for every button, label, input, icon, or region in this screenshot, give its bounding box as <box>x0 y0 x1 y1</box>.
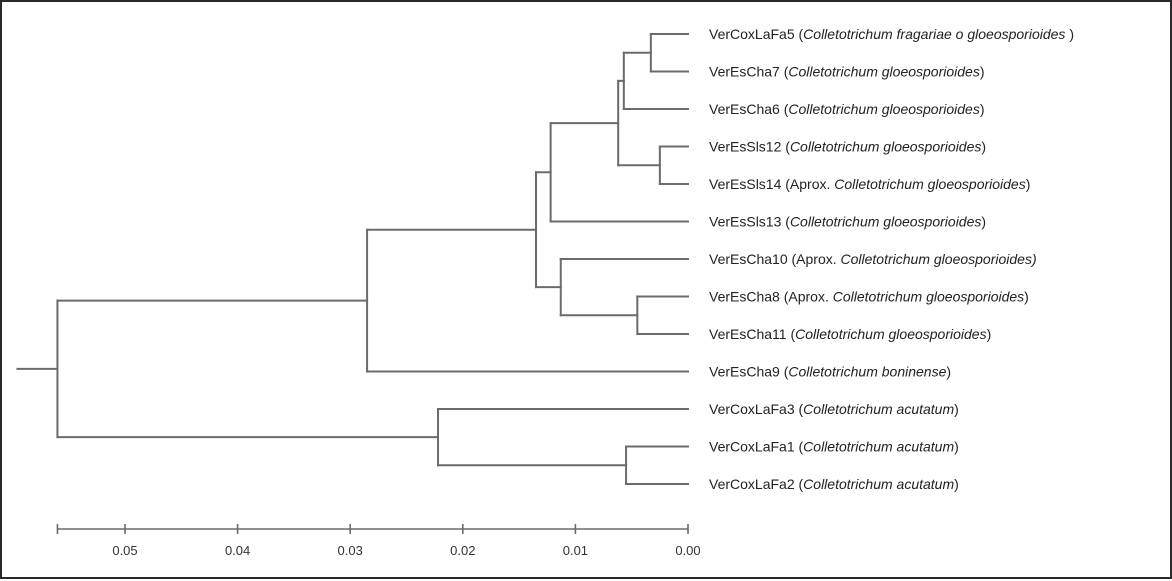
leaf-prefix: ( <box>780 64 789 80</box>
leaf-label: VerEsCha9 (Colletotrichum boninense) <box>709 364 951 380</box>
leaf-prefix: (Aprox. <box>780 289 833 305</box>
leaf-label: VerEsCha6 (Colletotrichum gloeosporioide… <box>709 101 985 117</box>
leaf-label: VerEsCha7 (Colletotrichum gloeosporioide… <box>709 64 985 80</box>
leaf-taxon: Colletotrichum gloeosporioides <box>790 214 981 230</box>
axis-tick-label: 0.03 <box>338 543 363 558</box>
leaf-taxon: Colletotrichum gloeosporioides) <box>841 251 1037 267</box>
leaf-prefix: ( <box>795 439 804 455</box>
leaf-taxon: Colletotrichum gloeosporioides <box>790 139 981 155</box>
leaf-suffix: ) <box>980 64 985 80</box>
leaf-id: VerEsSls13 <box>709 214 782 230</box>
leaf-prefix: ( <box>780 364 789 380</box>
leaf-label: VerCoxLaFa3 (Colletotrichum acutatum) <box>709 401 959 417</box>
leaf-label: VerEsSls12 (Colletotrichum gloeosporioid… <box>709 139 986 155</box>
leaf-taxon: Colletotrichum acutatum <box>803 401 954 417</box>
leaf-suffix: ) <box>981 214 986 230</box>
leaf-label: VerCoxLaFa1 (Colletotrichum acutatum) <box>709 439 959 455</box>
axis-tick-label: 0.05 <box>112 543 137 558</box>
leaf-prefix: ( <box>787 326 796 342</box>
leaf-id: VerEsCha10 <box>709 251 788 267</box>
leaf-taxon: Colletotrichum gloeosporioides <box>788 64 979 80</box>
leaf-taxon: Colletotrichum gloeosporioides <box>833 289 1024 305</box>
leaf-prefix: (Aprox. <box>788 251 841 267</box>
leaf-suffix: ) <box>954 401 959 417</box>
leaf-id: VerEsSls12 <box>709 139 782 155</box>
leaf-id: VerCoxLaFa1 <box>709 439 795 455</box>
leaf-taxon: Colletotrichum gloeosporioides <box>834 176 1025 192</box>
leaf-suffix: ) <box>981 139 986 155</box>
leaf-prefix: ( <box>781 139 790 155</box>
leaf-id: VerCoxLaFa5 <box>709 26 795 42</box>
leaf-prefix: ( <box>795 26 804 42</box>
leaf-suffix: ) <box>980 101 985 117</box>
leaf-id: VerEsCha8 <box>709 289 780 305</box>
leaf-id: VerEsSls14 <box>709 176 782 192</box>
leaf-label: VerEsSls14 (Aprox. Colletotrichum gloeos… <box>709 176 1030 192</box>
leaf-taxon: Colletotrichum gloeosporioides <box>795 326 986 342</box>
leaf-id: VerCoxLaFa2 <box>709 476 795 492</box>
leaf-taxon: Colletotrichum acutatum <box>803 476 954 492</box>
leaf-suffix: ) <box>987 326 992 342</box>
leaf-suffix: ) <box>1026 176 1031 192</box>
axis-tick-label: 0.02 <box>450 543 475 558</box>
leaf-id: VerCoxLaFa3 <box>709 401 795 417</box>
leaf-id: VerEsCha6 <box>709 101 780 117</box>
leaf-id: VerEsCha7 <box>709 64 780 80</box>
leaf-id: VerEsCha11 <box>709 326 787 342</box>
leaf-label: VerEsCha10 (Aprox. Colletotrichum gloeos… <box>709 251 1037 267</box>
leaf-suffix: ) <box>1065 26 1074 42</box>
leaf-label: VerCoxLaFa2 (Colletotrichum acutatum) <box>709 476 959 492</box>
axis-tick-label: 0.00 <box>675 543 700 558</box>
axis-tick-label: 0.04 <box>225 543 250 558</box>
leaf-taxon: Colletotrichum gloeosporioides <box>788 101 979 117</box>
leaf-suffix: ) <box>954 439 959 455</box>
leaf-prefix: ( <box>781 214 790 230</box>
leaf-label: VerEsSls13 (Colletotrichum gloeosporioid… <box>709 214 986 230</box>
leaf-taxon: Colletotrichum boninense <box>788 364 946 380</box>
leaf-prefix: ( <box>795 476 804 492</box>
leaf-label: VerCoxLaFa5 (Colletotrichum fragariae o … <box>709 26 1074 42</box>
leaf-prefix: ( <box>780 101 789 117</box>
leaf-prefix: ( <box>795 401 804 417</box>
leaf-prefix: (Aprox. <box>781 176 834 192</box>
leaf-taxon: Colletotrichum acutatum <box>803 439 954 455</box>
leaf-taxon: Colletotrichum fragariae o gloeosporioid… <box>803 26 1065 42</box>
axis-tick-label: 0.01 <box>563 543 588 558</box>
leaf-label: VerEsCha8 (Aprox. Colletotrichum gloeosp… <box>709 289 1029 305</box>
leaf-suffix: ) <box>954 476 959 492</box>
leaf-id: VerEsCha9 <box>709 364 780 380</box>
leaf-label: VerEsCha11 (Colletotrichum gloeosporioid… <box>709 326 991 342</box>
leaf-suffix: ) <box>946 364 951 380</box>
leaf-suffix: ) <box>1024 289 1029 305</box>
